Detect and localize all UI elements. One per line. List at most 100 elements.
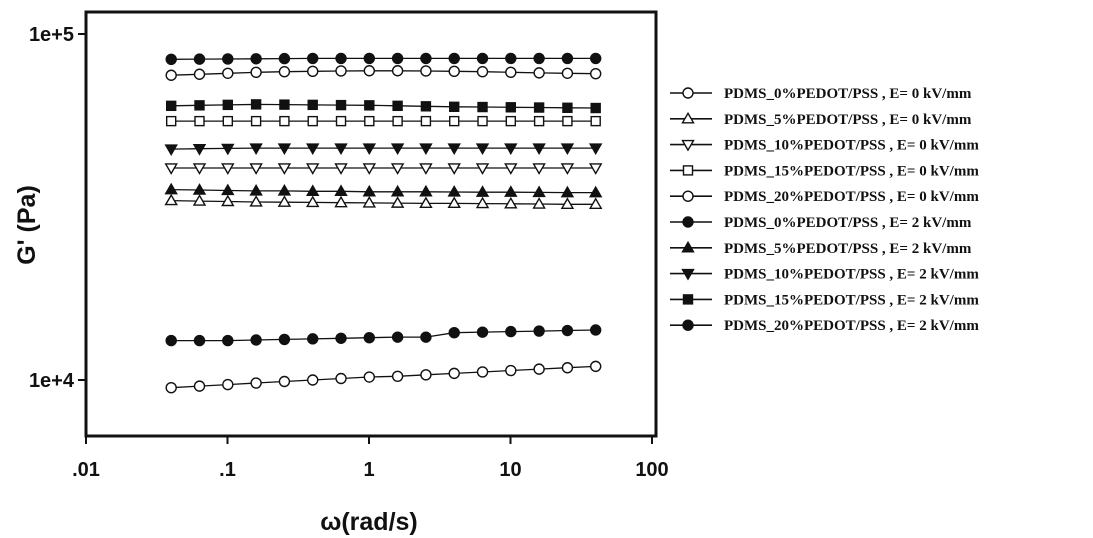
data-point: [560, 163, 575, 175]
data-point: [250, 66, 262, 79]
data-point: [334, 184, 348, 197]
data-point: [390, 184, 405, 197]
data-point: [307, 333, 319, 345]
data-point: [420, 115, 432, 127]
data-point: [475, 143, 490, 155]
data-point: [588, 185, 603, 198]
data-point: [334, 195, 348, 208]
data-point: [390, 143, 405, 155]
data-point: [250, 115, 262, 127]
legend-label: PDMS_10%PEDOT/PSS , E= 2 kV/mm: [724, 267, 979, 283]
data-point: [505, 115, 517, 127]
data-point: [335, 65, 347, 77]
legend-marker: [682, 165, 694, 176]
series-6: [165, 324, 602, 347]
data-point: [279, 99, 290, 110]
data-point: [476, 326, 489, 338]
data-point: [221, 194, 235, 207]
data-point: [222, 334, 234, 347]
data-point: [249, 195, 263, 207]
data-point: [194, 100, 205, 111]
legend-item: PDMS_5%PEDOT/PSS , E= 0 kV/mm: [670, 112, 972, 128]
data-point: [307, 65, 319, 78]
data-point: [588, 143, 603, 155]
data-point: [221, 143, 235, 156]
data-point: [193, 334, 206, 347]
data-point: [505, 52, 517, 65]
data-point: [250, 99, 262, 110]
data-point: [447, 196, 461, 209]
data-point: [504, 196, 518, 209]
legend: PDMS_0%PEDOT/PSS , E= 0 kV/mm PDMS_5%PEDO…: [670, 86, 979, 334]
data-point: [420, 65, 432, 77]
data-point: [362, 143, 377, 155]
data-point: [335, 372, 347, 385]
data-point: [222, 67, 234, 79]
data-point: [419, 143, 433, 155]
data-point: [560, 197, 575, 209]
series-2: [164, 193, 603, 209]
legend-marker: [681, 139, 695, 152]
data-point: [194, 115, 205, 127]
data-point: [335, 52, 347, 65]
data-point: [561, 324, 574, 337]
data-point: [447, 143, 461, 155]
data-point: [475, 163, 490, 175]
data-point: [532, 197, 546, 209]
series-3: [164, 163, 603, 175]
data-point: [476, 366, 489, 378]
data-point: [589, 360, 602, 373]
legend-label: PDMS_5%PEDOT/PSS , E= 2 kV/mm: [724, 241, 972, 257]
data-point: [391, 52, 404, 65]
series-line: [171, 70, 596, 76]
legend-marker: [681, 240, 695, 253]
data-point: [449, 115, 460, 127]
data-point: [306, 163, 320, 175]
data-point: [277, 183, 292, 196]
data-point: [249, 143, 263, 155]
data-point: [335, 99, 347, 111]
series-line: [171, 188, 596, 194]
data-point: [392, 115, 403, 127]
data-point: [532, 143, 546, 155]
data-point: [560, 143, 575, 155]
data-point: [193, 68, 206, 80]
legend-marker: [682, 216, 694, 228]
data-point: [222, 115, 234, 127]
x-tick-label: 10: [499, 459, 521, 481]
x-tick-label: 100: [635, 459, 668, 481]
data-point: [419, 163, 433, 175]
data-point: [504, 163, 518, 175]
data-point: [363, 371, 376, 383]
data-point: [192, 144, 207, 156]
data-point: [532, 185, 546, 198]
data-point: [420, 101, 432, 112]
data-point: [249, 183, 263, 196]
data-point: [562, 102, 573, 113]
legend-item: PDMS_20%PEDOT/PSS , E= 2 kV/mm: [670, 318, 979, 334]
data-point: [532, 163, 546, 175]
data-point: [335, 332, 347, 344]
data-point: [533, 52, 545, 65]
data-point: [307, 52, 319, 65]
series-1: [165, 360, 602, 394]
data-point: [165, 115, 177, 127]
data-point: [533, 363, 545, 375]
data-point: [504, 185, 518, 197]
data-point: [363, 52, 376, 65]
data-point: [364, 115, 375, 127]
data-point: [250, 334, 262, 346]
data-point: [390, 196, 405, 208]
data-point: [588, 163, 603, 175]
legend-item: PDMS_0%PEDOT/PSS , E= 0 kV/mm: [670, 86, 972, 102]
data-point: [588, 197, 603, 209]
legend-label: PDMS_10%PEDOT/PSS , E= 0 kV/mm: [724, 138, 979, 154]
data-point: [222, 53, 234, 65]
data-point: [164, 182, 178, 195]
data-point: [277, 163, 292, 175]
data-point: [362, 184, 377, 197]
data-point: [533, 115, 545, 127]
series-line: [171, 199, 596, 205]
data-point: [165, 53, 177, 66]
